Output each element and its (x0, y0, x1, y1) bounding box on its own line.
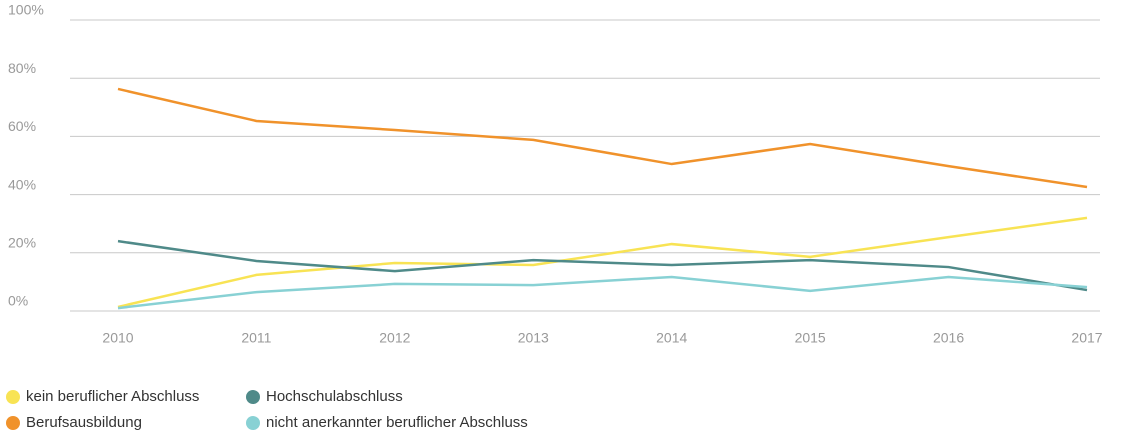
legend-swatch (246, 390, 260, 404)
legend-label: Hochschulabschluss (266, 388, 403, 405)
y-tick-label: 20% (8, 235, 36, 251)
legend-label: nicht anerkannter beruflicher Abschluss (266, 414, 528, 431)
line (117, 239, 1088, 292)
x-tick-label: 2017 (1071, 330, 1102, 346)
y-tick-label: 0% (8, 293, 28, 309)
x-tick-label: 2015 (795, 330, 826, 346)
x-tick-label: 2012 (379, 330, 410, 346)
x-tick-label: 2010 (102, 330, 133, 346)
y-tick-label: 60% (8, 118, 36, 134)
x-tick-label: 2014 (656, 330, 687, 346)
line (117, 87, 1088, 189)
y-tick-label: 40% (8, 176, 36, 192)
legend-swatch (6, 390, 20, 404)
line (117, 216, 1088, 309)
y-tick-label: 100% (8, 2, 44, 18)
x-tick-label: 2011 (241, 330, 271, 346)
legend-swatch (6, 416, 20, 430)
x-tick-label: 2016 (933, 330, 964, 346)
y-tick-label: 80% (8, 60, 36, 76)
legend-label: kein beruflicher Abschluss (26, 388, 199, 405)
legend-swatch (246, 416, 260, 430)
legend-label: Berufsausbildung (26, 414, 142, 431)
line (117, 275, 1088, 310)
x-tick-label: 2013 (518, 330, 549, 346)
